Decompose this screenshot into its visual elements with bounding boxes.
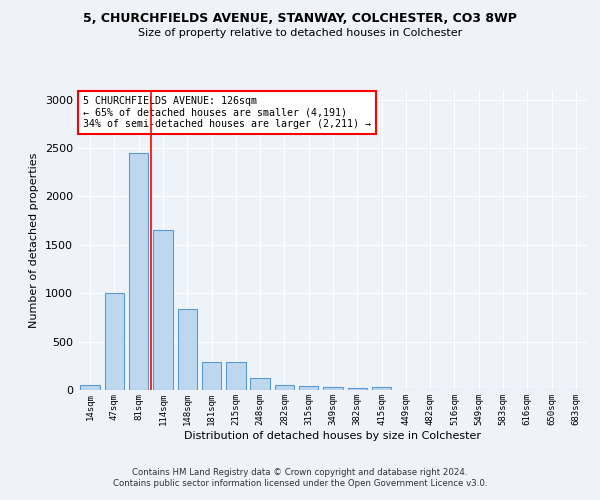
Bar	[129, 153, 148, 390]
Bar	[202, 362, 221, 390]
Bar	[153, 230, 173, 390]
Bar	[372, 387, 391, 390]
Bar	[323, 387, 343, 390]
Text: 5, CHURCHFIELDS AVENUE, STANWAY, COLCHESTER, CO3 8WP: 5, CHURCHFIELDS AVENUE, STANWAY, COLCHES…	[83, 12, 517, 26]
Bar	[299, 386, 319, 390]
Bar	[80, 384, 100, 390]
Y-axis label: Number of detached properties: Number of detached properties	[29, 152, 40, 328]
Bar	[105, 293, 124, 390]
Bar	[178, 308, 197, 390]
Text: Contains HM Land Registry data © Crown copyright and database right 2024.
Contai: Contains HM Land Registry data © Crown c…	[113, 468, 487, 487]
X-axis label: Distribution of detached houses by size in Colchester: Distribution of detached houses by size …	[185, 430, 482, 440]
Bar	[226, 362, 245, 390]
Bar	[275, 384, 294, 390]
Text: Size of property relative to detached houses in Colchester: Size of property relative to detached ho…	[138, 28, 462, 38]
Bar	[250, 378, 270, 390]
Text: 5 CHURCHFIELDS AVENUE: 126sqm
← 65% of detached houses are smaller (4,191)
34% o: 5 CHURCHFIELDS AVENUE: 126sqm ← 65% of d…	[83, 96, 371, 129]
Bar	[347, 388, 367, 390]
